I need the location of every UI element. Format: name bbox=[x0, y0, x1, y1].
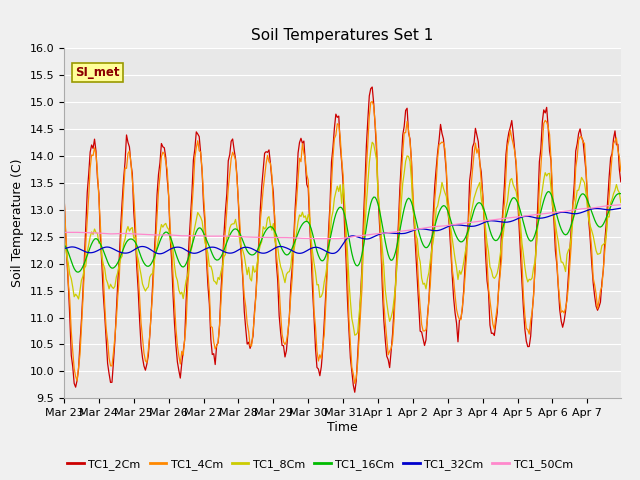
Y-axis label: Soil Temperature (C): Soil Temperature (C) bbox=[11, 159, 24, 288]
X-axis label: Time: Time bbox=[327, 421, 358, 434]
Title: Soil Temperatures Set 1: Soil Temperatures Set 1 bbox=[252, 28, 433, 43]
Legend: TC1_2Cm, TC1_4Cm, TC1_8Cm, TC1_16Cm, TC1_32Cm, TC1_50Cm: TC1_2Cm, TC1_4Cm, TC1_8Cm, TC1_16Cm, TC1… bbox=[63, 455, 577, 474]
Text: SI_met: SI_met bbox=[75, 66, 120, 79]
